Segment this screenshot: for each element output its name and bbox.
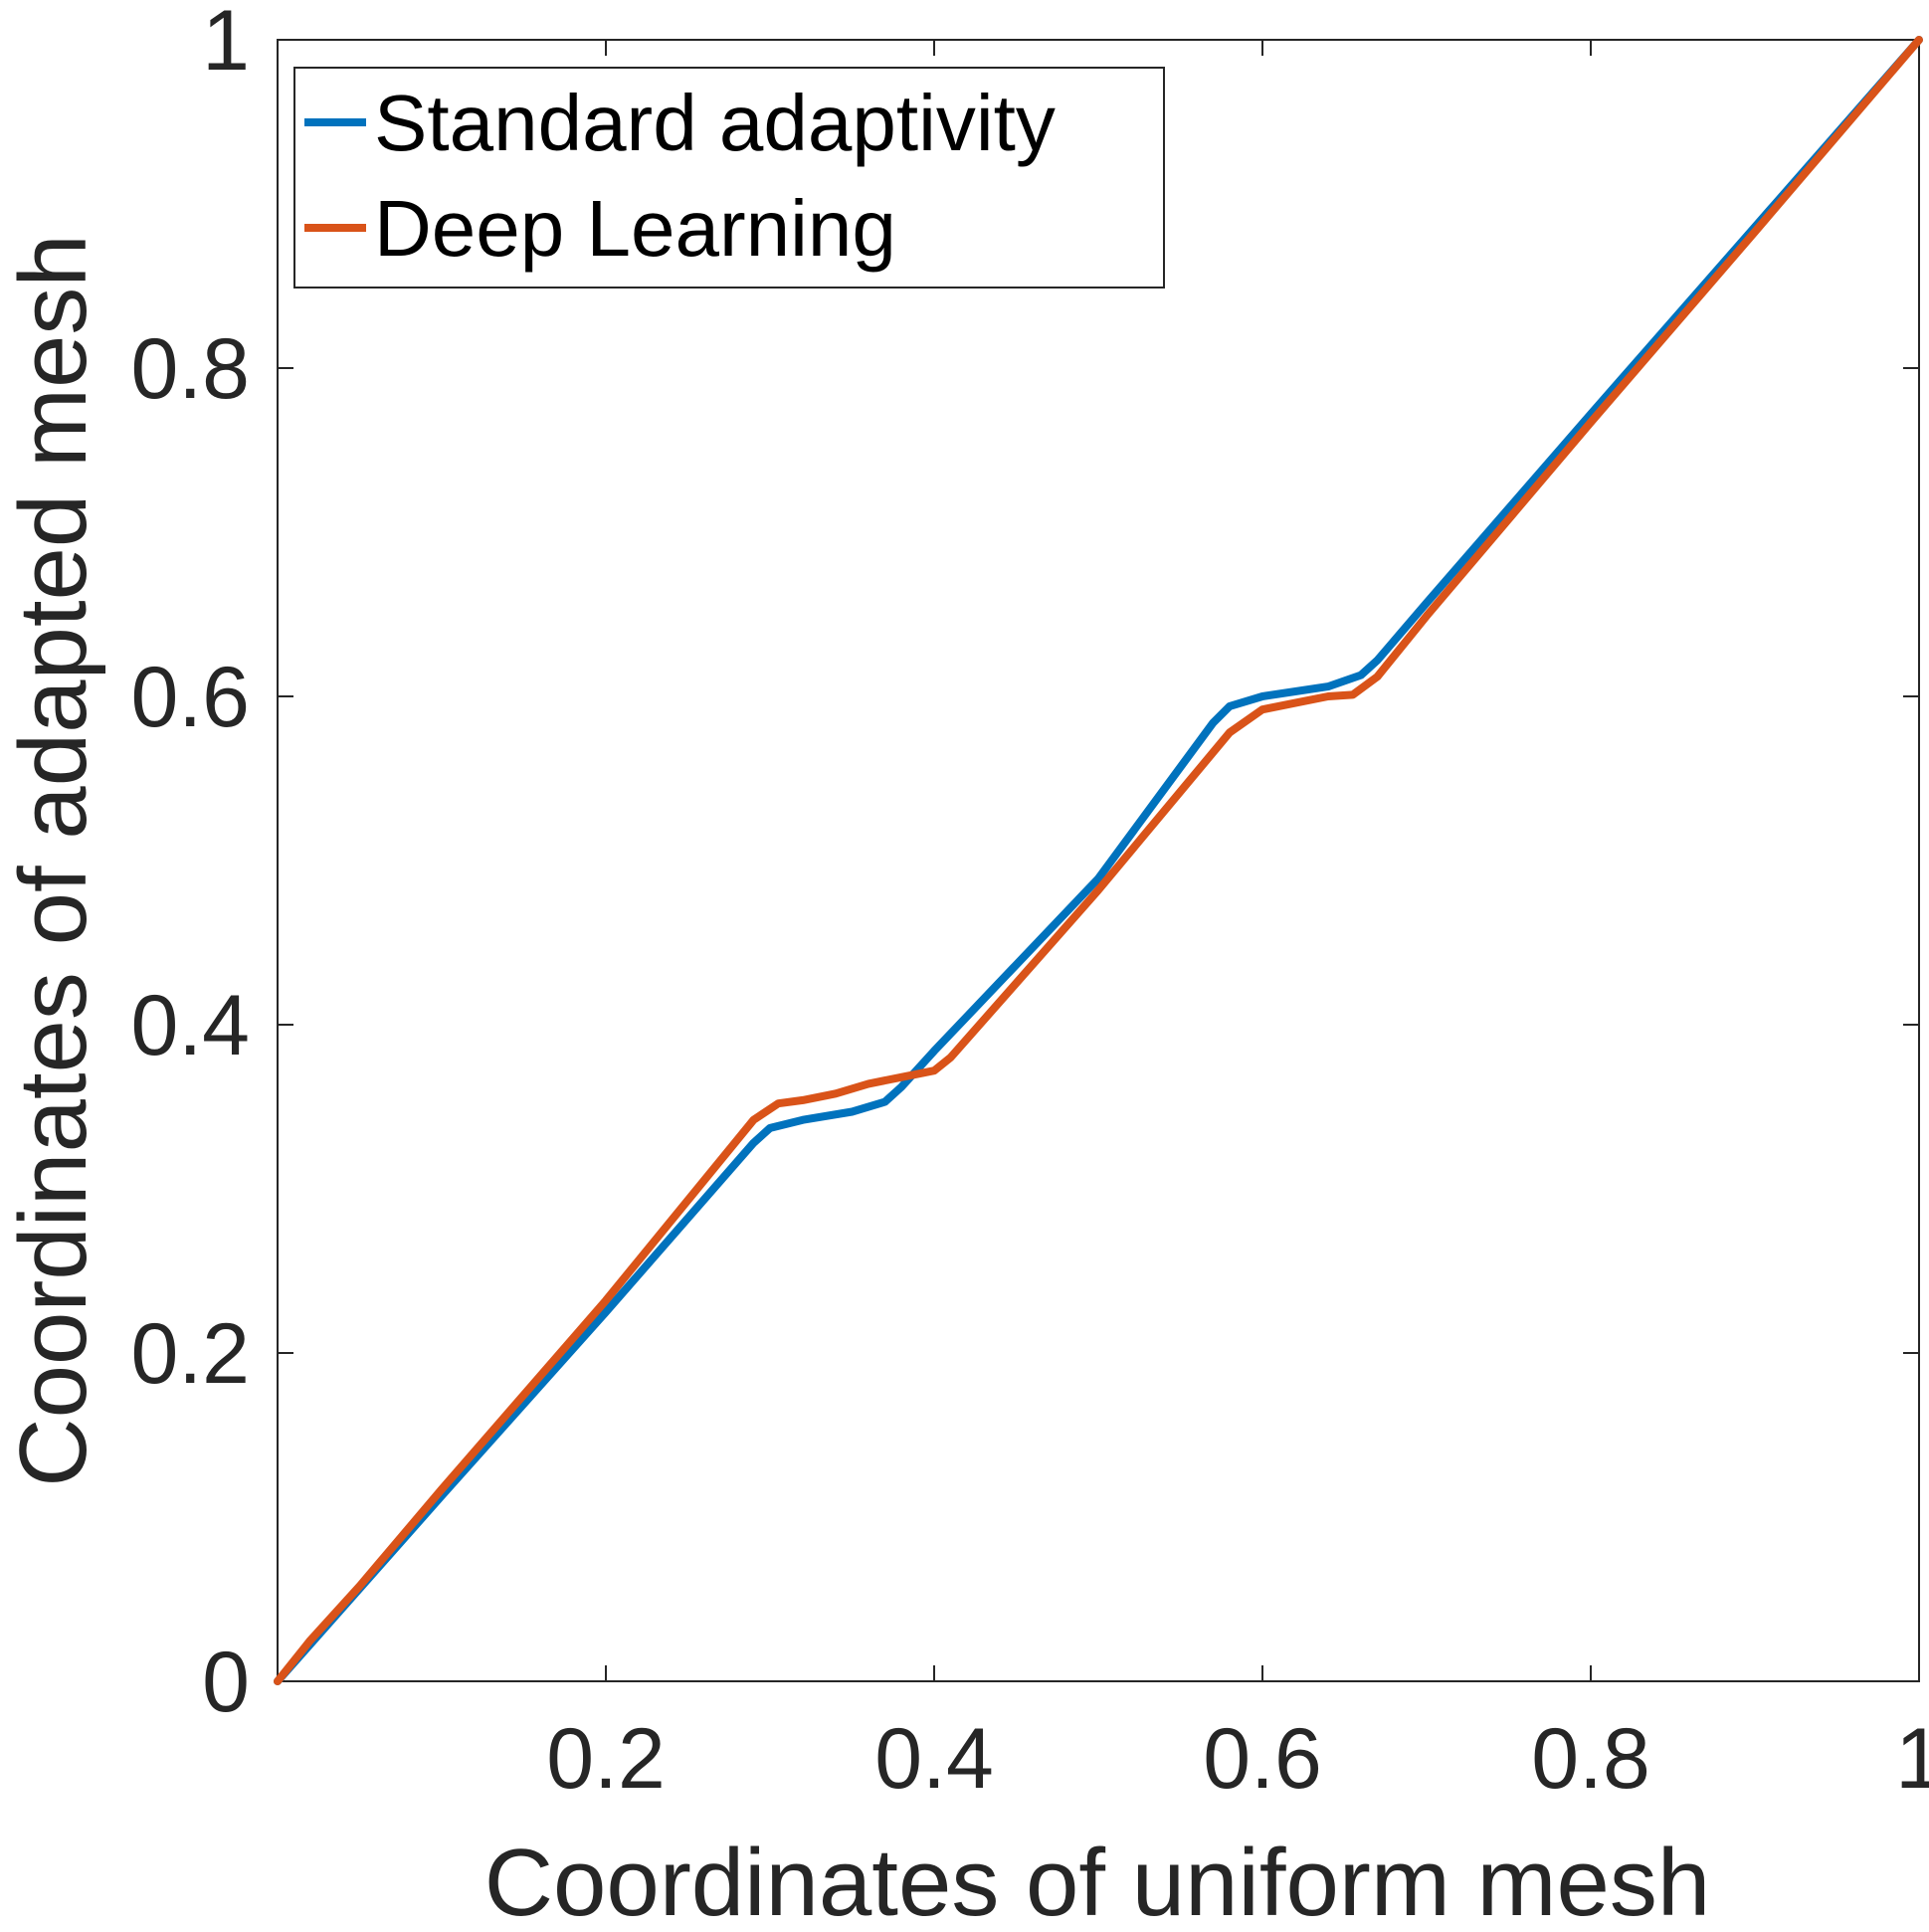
x-tick-label: 0.8 [1531,1711,1650,1807]
y-axis-title: Coordinates of adapted mesh [0,234,106,1486]
y-tick-label: 0 [202,1635,250,1730]
series-lines [274,36,1923,1685]
y-tick-label: 0.4 [130,978,250,1073]
legend-label-deep-learning: Deep Learning [374,184,896,273]
y-tick-label: 0.8 [130,321,250,417]
series-line-deep-learning [274,36,1923,1685]
x-axis-title: Coordinates of uniform mesh [484,1830,1711,1932]
x-tick-label: 0.6 [1203,1711,1322,1807]
axis-tick-labels: 0.2 0.4 0.6 0.8 1 0 0.2 0.4 0.6 0.8 1 [130,0,1929,1807]
x-tick-label: 1 [1895,1711,1929,1807]
y-tick-label: 1 [202,0,250,89]
x-tick-label: 0.2 [546,1711,666,1807]
y-tick-label: 0.6 [130,650,250,745]
x-tick-label: 0.4 [874,1711,994,1807]
series-line-standard-adaptivity [274,36,1923,1685]
legend-label-standard-adaptivity: Standard adaptivity [374,79,1056,167]
legend-box [293,67,1165,289]
legend: Standard adaptivity Deep Learning [293,67,1165,289]
plot-area [277,39,1920,1682]
plot-frame [277,39,1920,1682]
y-tick-label: 0.2 [130,1306,250,1402]
